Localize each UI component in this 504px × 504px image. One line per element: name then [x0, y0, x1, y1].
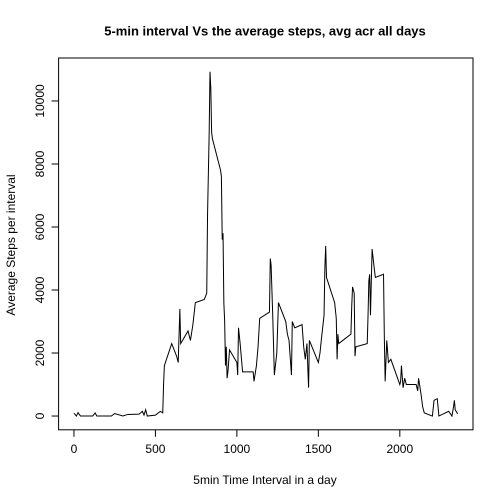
y-tick-label: 10000 — [33, 84, 47, 118]
plot-box — [58, 57, 474, 431]
x-tick-label: 1500 — [305, 442, 332, 456]
y-tick-label: 8000 — [33, 150, 47, 177]
data-line — [73, 71, 459, 418]
y-tick-label: 2000 — [33, 339, 47, 366]
y-tick-label: 4000 — [33, 276, 47, 303]
chart-title: 5-min interval Vs the average steps, avg… — [104, 23, 426, 38]
x-tick-label: 0 — [71, 442, 78, 456]
x-axis-label: 5min Time Interval in a day — [193, 473, 336, 487]
y-axis-label: Average Steps per interval — [4, 174, 18, 315]
x-tick-label: 2000 — [386, 442, 413, 456]
x-tick-label: 1000 — [224, 442, 251, 456]
y-tick-label: 6000 — [33, 213, 47, 240]
y-tick-label: 0 — [33, 412, 47, 419]
x-tick-label: 500 — [145, 442, 165, 456]
